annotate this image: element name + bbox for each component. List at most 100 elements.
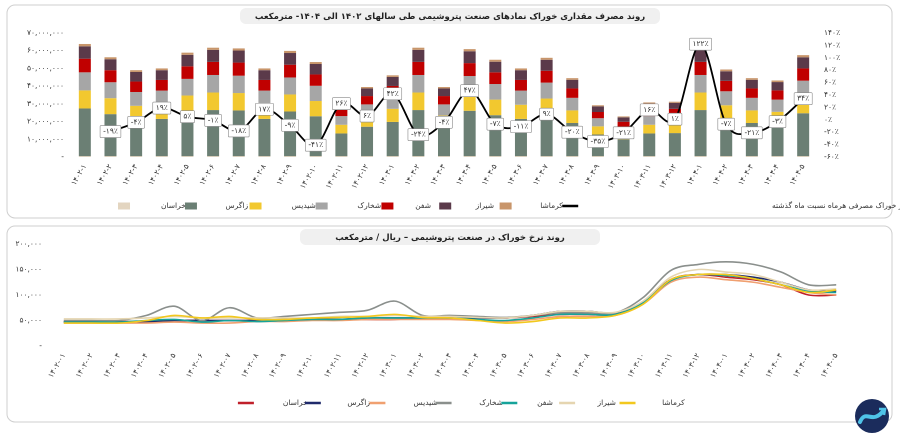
bar-segment bbox=[771, 124, 784, 157]
label-box bbox=[332, 97, 351, 110]
bar-segment bbox=[309, 74, 322, 86]
data-label-text: ۱٪ bbox=[671, 114, 679, 123]
data-label-text: -۲۱٪ bbox=[616, 128, 631, 137]
y2-tick-label: ۶۰٪ bbox=[824, 78, 836, 87]
bar-segment bbox=[591, 106, 604, 113]
bar-segment bbox=[232, 62, 245, 76]
label-box bbox=[587, 135, 609, 148]
bar-segment bbox=[284, 156, 297, 157]
bar-segment bbox=[540, 114, 553, 157]
bar-segment bbox=[797, 57, 810, 69]
data-label-text: ۹٪ bbox=[543, 109, 551, 118]
logo bbox=[855, 399, 889, 433]
y-tick-label: ۲۰,۰۰۰,۰۰۰ bbox=[27, 117, 64, 126]
data-label: ۱۹٪ bbox=[152, 101, 172, 115]
bar-segment bbox=[232, 93, 245, 111]
bar-segment bbox=[104, 57, 117, 60]
bar-segment bbox=[745, 156, 758, 157]
bar-segment bbox=[566, 78, 579, 80]
bar-segment bbox=[771, 156, 784, 157]
bar-segment bbox=[720, 156, 733, 157]
legend-swatch bbox=[118, 202, 131, 210]
bar-segment bbox=[386, 156, 399, 157]
bar-segment bbox=[181, 156, 194, 157]
label-box bbox=[486, 117, 504, 131]
bar-segment bbox=[335, 116, 348, 125]
bar-segment bbox=[643, 156, 656, 157]
bar-segment bbox=[771, 80, 784, 83]
bar-segment bbox=[104, 82, 117, 99]
label-box bbox=[689, 37, 712, 51]
y-tick-label: ۴۰,۰۰۰,۰۰۰ bbox=[27, 81, 64, 90]
data-label-text: ۱۶٪ bbox=[643, 105, 655, 114]
data-label-text: -۷٪ bbox=[721, 119, 732, 128]
bar-segment bbox=[438, 104, 450, 116]
bar-segment bbox=[591, 105, 604, 107]
bar-segment bbox=[566, 156, 579, 157]
bar-segment bbox=[591, 118, 604, 127]
y2-tick-label: -۲۰٪ bbox=[824, 127, 839, 136]
label-box bbox=[768, 115, 787, 128]
bar-segment bbox=[643, 102, 656, 104]
legend: خراسان زاگرس شیدیس شخارک شفن شیراز کرماشا درصد … bbox=[118, 201, 900, 210]
label-box bbox=[741, 126, 763, 140]
bar-segment bbox=[745, 88, 758, 98]
bar-segment bbox=[309, 64, 322, 75]
bar-segment bbox=[232, 50, 245, 63]
bar-segment bbox=[309, 62, 322, 64]
bar-segment bbox=[181, 66, 194, 79]
bar-segment bbox=[207, 156, 220, 157]
data-label-text: -۱۹٪ bbox=[103, 127, 118, 136]
legend-label: خراسان bbox=[283, 398, 308, 407]
data-label: ۱۶٪ bbox=[639, 103, 659, 117]
bar-segment bbox=[181, 52, 194, 55]
bar-segment bbox=[78, 43, 91, 47]
bar-segment bbox=[694, 156, 707, 157]
bar-segment bbox=[258, 118, 271, 157]
data-label: -۱۹٪ bbox=[99, 125, 122, 138]
label-box bbox=[305, 138, 327, 152]
bar-segment bbox=[155, 156, 168, 157]
data-label-text: -۴۱٪ bbox=[308, 140, 323, 149]
bar-segment bbox=[771, 82, 784, 91]
bar-segment bbox=[720, 71, 733, 81]
label-box bbox=[383, 87, 403, 101]
bar-segment bbox=[694, 49, 707, 62]
bar-segment bbox=[155, 68, 168, 71]
bar-segment bbox=[335, 156, 348, 157]
bar-segment bbox=[361, 87, 374, 89]
bar-segment bbox=[104, 59, 117, 71]
bar-segment bbox=[361, 126, 374, 157]
label-box bbox=[99, 125, 122, 138]
bar-segment bbox=[232, 48, 245, 51]
bar-segment bbox=[361, 96, 374, 105]
bar-segment bbox=[258, 70, 271, 80]
bar-segment bbox=[386, 75, 399, 77]
label-box bbox=[561, 125, 583, 139]
bar-segment bbox=[412, 61, 425, 75]
bar-segment bbox=[412, 92, 425, 111]
label-box bbox=[127, 115, 145, 129]
bar-segment bbox=[181, 112, 194, 157]
bar-segment bbox=[438, 156, 450, 157]
y-tick-label: - bbox=[39, 341, 42, 350]
bar-segment bbox=[130, 119, 143, 157]
data-label: ۱۷٪ bbox=[255, 102, 274, 116]
data-label: ۴۲٪ bbox=[383, 87, 403, 101]
label-box bbox=[359, 109, 375, 123]
bar-segment bbox=[284, 111, 297, 157]
bar-segment bbox=[284, 53, 297, 65]
bar-segment bbox=[78, 58, 91, 73]
bar-segment bbox=[207, 74, 220, 93]
bar-segment bbox=[617, 116, 630, 118]
bar-segment bbox=[643, 116, 656, 125]
bar-segment bbox=[694, 61, 707, 75]
data-label-text: -۲۰٪ bbox=[565, 127, 580, 136]
bar-segment bbox=[745, 97, 758, 111]
data-label: -۴۱٪ bbox=[305, 138, 327, 152]
bar-segment bbox=[78, 90, 91, 109]
data-label-text: -۱۸٪ bbox=[231, 126, 246, 135]
y2-tick-label: -۶۰٪ bbox=[824, 152, 839, 161]
data-label-text: -۳٪ bbox=[772, 117, 783, 126]
data-label: ۵٪ bbox=[180, 110, 195, 123]
